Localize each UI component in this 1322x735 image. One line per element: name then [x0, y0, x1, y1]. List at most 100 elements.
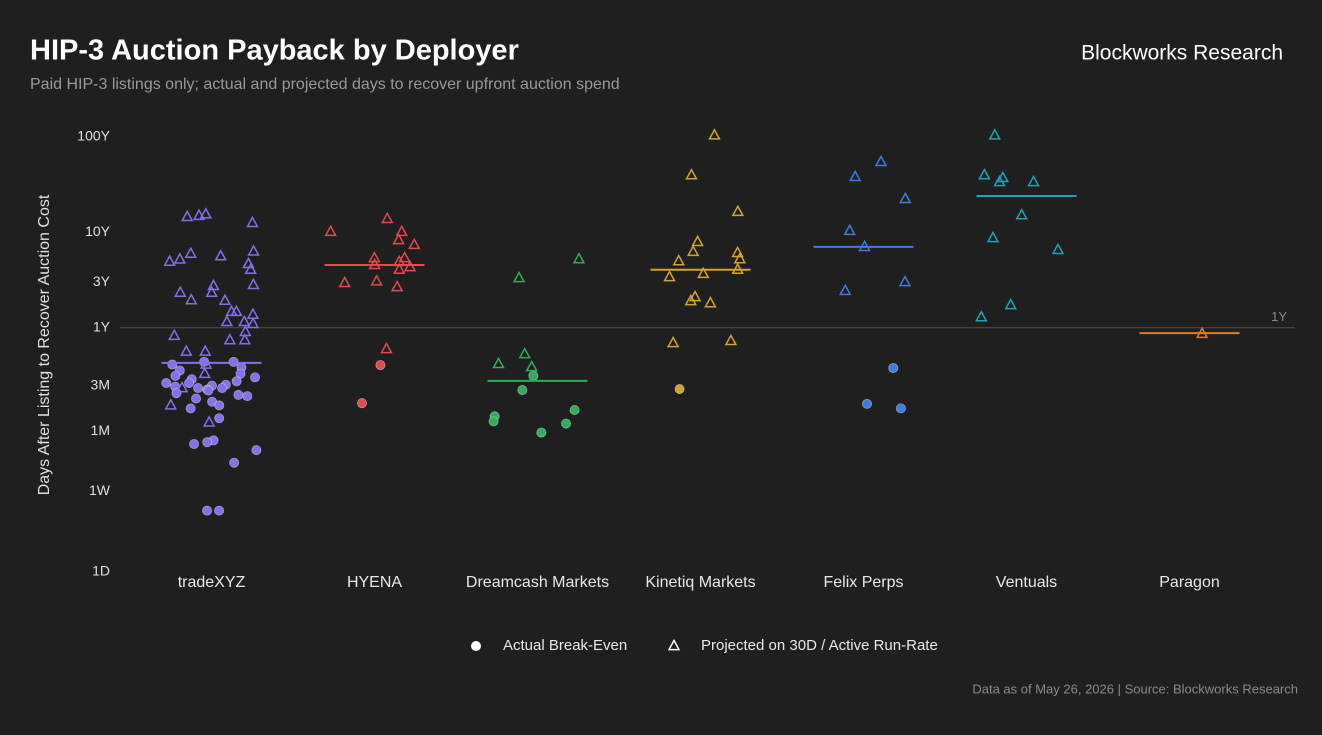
projected-point	[685, 168, 698, 180]
actual-point	[674, 384, 685, 395]
projected-point	[408, 237, 421, 250]
projected-point	[202, 415, 216, 427]
projected-point	[220, 314, 234, 327]
projected-point	[1015, 208, 1028, 220]
footer: Data as of May 26, 2026 | Source: Blockw…	[972, 681, 1298, 696]
projected-point	[848, 169, 862, 182]
actual-point	[185, 403, 196, 414]
projected-point	[666, 335, 680, 348]
projected-point	[185, 293, 198, 305]
actual-point	[536, 427, 547, 438]
actual-point	[214, 400, 225, 411]
projected-point	[512, 271, 526, 283]
projected-point	[238, 333, 252, 345]
projected-point	[163, 254, 176, 266]
chart-title: HIP-3 Auction Payback by Deployer	[30, 35, 519, 67]
projected-point	[175, 380, 189, 393]
projected-point	[398, 251, 411, 263]
y-tick-label: 1W	[89, 482, 111, 498]
y-axis-label: Days After Listing to Recover Auction Co…	[36, 194, 53, 495]
actual-point	[250, 372, 261, 383]
projected-point	[733, 252, 747, 264]
actual-point	[488, 416, 499, 427]
projected-point	[199, 207, 212, 219]
projected-point	[684, 293, 697, 306]
actual-point	[528, 370, 539, 381]
projected-point	[390, 279, 404, 292]
y-tick-label: 1D	[92, 563, 110, 579]
y-tick-label: 3Y	[93, 273, 111, 289]
projected-point	[370, 274, 383, 286]
projected-point	[198, 366, 211, 379]
x-tick-label: Kinetiq Markets	[645, 574, 755, 591]
actual-point	[193, 383, 204, 394]
y-tick-label: 100Y	[77, 128, 110, 144]
projected-point	[843, 223, 856, 236]
projected-point	[184, 246, 197, 259]
projected-point	[1027, 174, 1040, 187]
x-tick-label: HYENA	[347, 574, 402, 591]
actual-point	[214, 505, 225, 516]
projected-point	[238, 314, 251, 327]
projected-point	[899, 191, 912, 204]
projected-point	[731, 204, 745, 217]
projected-point	[247, 277, 260, 290]
actual-point	[228, 356, 239, 367]
actual-point	[888, 362, 899, 373]
y-tick-label: 3M	[91, 376, 110, 392]
legend-label: Projected on 30D / Active Run-Rate	[701, 637, 938, 654]
actual-point	[357, 398, 368, 409]
projected-point	[492, 356, 505, 369]
actual-point	[231, 376, 242, 387]
actual-point	[214, 413, 225, 424]
projected-point	[246, 215, 259, 228]
actual-point	[202, 505, 213, 516]
actual-point	[242, 391, 253, 402]
projected-point	[572, 252, 586, 264]
brand: Blockworks Research	[1081, 42, 1283, 65]
projected-point	[244, 262, 257, 275]
actual-point	[189, 439, 200, 450]
y-tick-label: 10Y	[85, 223, 111, 239]
projected-point	[686, 244, 700, 257]
x-tick-label: Ventuals	[996, 574, 1057, 591]
reference-label: 1Y	[1271, 309, 1287, 324]
actual-point	[895, 403, 906, 414]
projected-point	[839, 283, 852, 296]
actual-point	[171, 388, 182, 399]
projected-point	[380, 211, 394, 224]
projected-point	[672, 254, 685, 266]
projected-point	[180, 344, 193, 356]
actual-point	[217, 383, 228, 394]
x-tick-label: tradeXYZ	[178, 574, 246, 591]
actual-point	[561, 418, 572, 429]
projected-point	[395, 224, 408, 237]
actual-point	[251, 445, 262, 456]
projected-point	[988, 128, 1001, 140]
projected-point	[691, 234, 704, 247]
projected-point	[205, 285, 218, 298]
projected-point	[338, 275, 351, 288]
actual-point	[861, 398, 872, 409]
projected-point	[708, 128, 721, 140]
actual-point	[161, 377, 172, 388]
projected-point	[180, 209, 194, 222]
projected-point	[174, 285, 187, 298]
projected-point	[214, 249, 227, 261]
projected-point	[393, 262, 406, 275]
y-tick-label: 1Y	[93, 318, 111, 334]
x-tick-label: Felix Perps	[823, 574, 903, 591]
actual-point	[170, 370, 181, 381]
projected-point	[518, 347, 531, 359]
projected-point	[168, 328, 181, 341]
projected-point	[199, 344, 212, 356]
projected-point	[1004, 298, 1017, 310]
actual-point	[167, 359, 178, 370]
projected-point	[246, 316, 260, 329]
actual-point	[233, 389, 244, 400]
projected-point	[403, 259, 417, 272]
projected-point	[392, 232, 405, 245]
actual-point	[184, 377, 195, 388]
